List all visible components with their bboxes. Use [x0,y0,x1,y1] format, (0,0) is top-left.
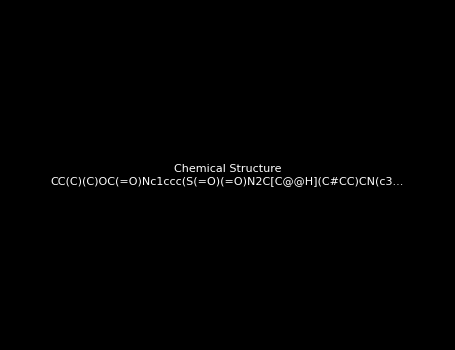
Text: Chemical Structure
CC(C)(C)OC(=O)Nc1ccc(S(=O)(=O)N2C[C@@H](C#CC)CN(c3...: Chemical Structure CC(C)(C)OC(=O)Nc1ccc(… [51,164,404,186]
